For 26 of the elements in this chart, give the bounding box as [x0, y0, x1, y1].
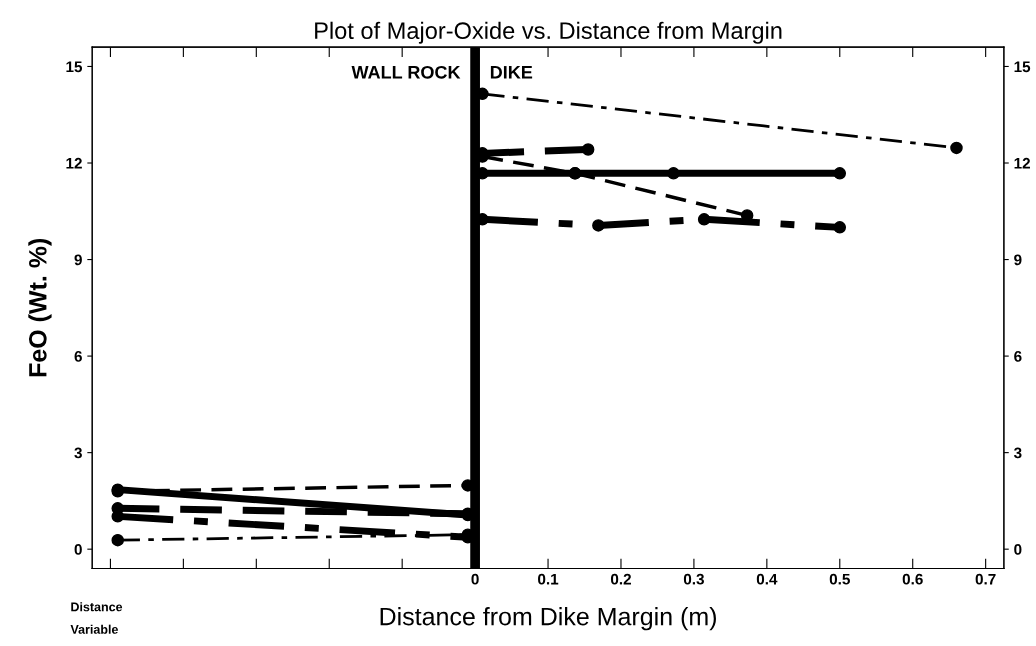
- y2-tick-label: 9: [1014, 254, 1022, 266]
- y-tick-label: 0: [74, 544, 82, 555]
- x-tick-label: 0.2: [610, 573, 631, 585]
- y2-tick-label: 15: [1014, 61, 1031, 73]
- y-tick-label: 12: [66, 157, 82, 169]
- x-tick-label: 0.1: [538, 573, 559, 585]
- x-tick-label: 0: [471, 573, 479, 585]
- x-tick-label: 0.6: [902, 573, 923, 585]
- annotation: WALL ROCK: [351, 65, 461, 79]
- text: Distance Variable: [70, 602, 123, 634]
- y-tick-label: 6: [74, 350, 82, 362]
- y2-tick-label: 0: [1014, 544, 1022, 555]
- chart-title: Plot of Major-Oxide vs. Distance from Margin: [315, 21, 782, 44]
- y-tick-label: 9: [74, 254, 82, 266]
- x-tick-label: 0.4: [756, 573, 778, 585]
- y2-tick-label: 6: [1014, 350, 1022, 362]
- annotation: DIKE: [490, 66, 533, 79]
- x-axis-title: Distance from Dike Margin (m): [380, 607, 716, 631]
- x-tick-label: 0.3: [683, 573, 704, 585]
- y2-tick-label: 3: [1013, 447, 1022, 459]
- y2-tick-label: 12: [1014, 157, 1030, 169]
- x-tick-label: 0.7: [975, 573, 996, 585]
- y-tick-label: 3: [74, 447, 82, 459]
- y-tick-label: 15: [66, 61, 83, 73]
- y-axis-title: FeO (Wt. %): [28, 238, 52, 377]
- x-tick-label: 0.5: [829, 573, 850, 585]
